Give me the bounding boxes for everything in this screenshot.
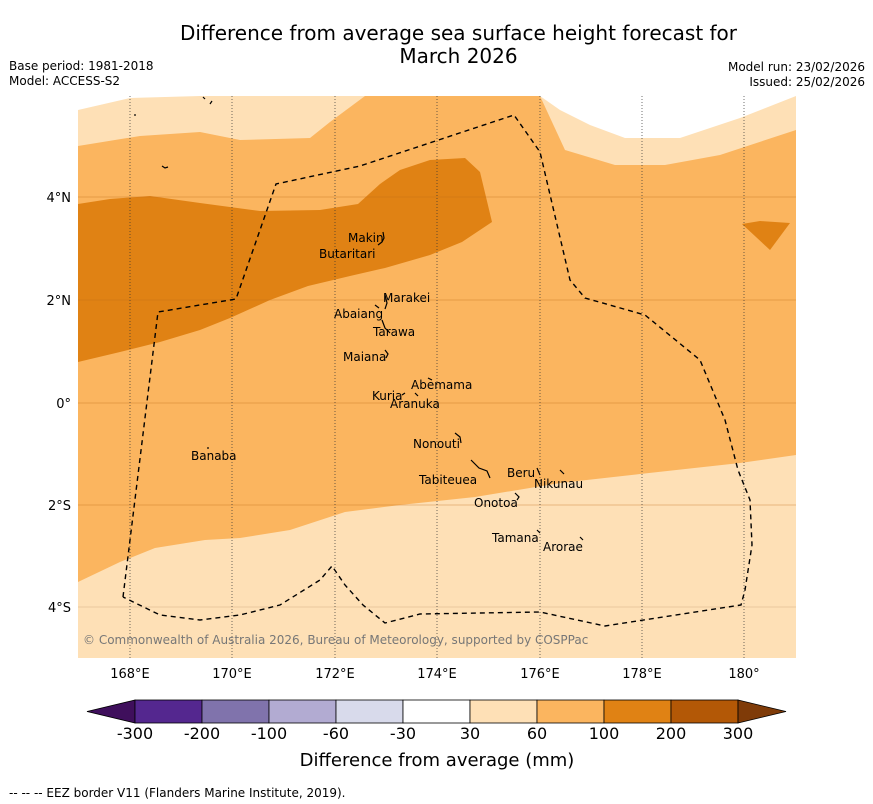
place-label-banaba: Banaba [191,449,237,463]
title-line-1: Difference from average sea surface heig… [179,21,738,45]
contour-100-200-east [742,221,790,250]
issued-date: Issued: 25/02/2026 [749,75,865,89]
lat-label-2s: 2°S [48,499,71,514]
copyright-text: © Commonwealth of Australia 2026, Bureau… [83,633,588,647]
place-label-aranuka: Aranuka [390,397,440,411]
cb-tick-2: -100 [250,724,288,743]
place-label-kuria: Kuria [372,389,403,403]
place-label-abaiang: Abaiang [334,307,383,321]
cb-tick-7: 100 [588,724,620,743]
colorbar-segment [201,699,270,724]
place-label-butaritari: Butaritari [319,247,376,261]
cb-tick-6: 60 [526,724,548,743]
contour-100-200 [78,158,492,362]
colorbar-title: Difference from average (mm) [299,750,575,771]
lat-label-2n: 2°N [47,294,72,309]
title-line-2: March 2026 [399,44,518,68]
place-label-makin: Makin [348,231,384,245]
cb-tick-4: -30 [389,724,417,743]
cb-tick-0: -300 [116,724,154,743]
colorbar-segment [469,699,538,724]
meta-left: Base period: 1981-2018 Model: ACCESS-S2 [9,59,154,89]
colorbar-segment [134,699,203,724]
lon-label-172e: 172°E [315,667,355,682]
place-labels: Makin Butaritari Marakei Abaiang Tarawa … [191,231,583,554]
colorbar-segment [402,699,471,724]
model-name: Model: ACCESS-S2 [9,74,121,88]
place-label-abemama: Abemama [411,378,472,392]
colorbar-arrow-max [737,699,787,724]
colorbar-arrow-min [86,699,136,724]
place-label-arorae: Arorae [543,540,583,554]
cb-tick-9: 300 [722,724,754,743]
place-label-tabiteuea: Tabiteuea [418,473,477,487]
place-label-tarawa: Tarawa [372,325,415,339]
lon-label-174e: 174°E [417,667,457,682]
map-title: Difference from average sea surface heig… [0,22,873,68]
place-label-onotoa: Onotoa [474,496,518,510]
colorbar-segment [335,699,404,724]
lon-label-170e: 170°E [212,667,252,682]
colorbar [86,699,787,724]
cb-tick-1: -200 [183,724,221,743]
colorbar-segment [670,699,739,724]
lat-label-0: 0° [56,397,71,412]
colorbar-segment [536,699,605,724]
base-period: Base period: 1981-2018 [9,59,154,73]
place-label-nikunau: Nikunau [534,477,583,491]
cb-tick-3: -60 [322,724,350,743]
cb-tick-5: 30 [459,724,481,743]
colorbar-segment [268,699,337,724]
grid [78,96,796,658]
lon-axis: 168°E 170°E 172°E 174°E 176°E 178°E 180° [110,667,759,682]
place-label-nonouti: Nonouti [413,437,460,451]
place-label-tamana: Tamana [491,531,539,545]
place-label-maiana: Maiana [343,350,386,364]
lon-label-168e: 168°E [110,667,150,682]
place-label-beru: Beru [507,466,535,480]
place-label-marakei: Marakei [383,291,430,305]
lat-axis: 4°N 2°N 0° 2°S 4°S [47,191,72,616]
islands [134,96,584,541]
lon-label-180: 180° [728,667,759,682]
eez-footnote: -- -- -- EEZ border V11 (Flanders Marine… [9,786,346,800]
meta-right: Model run: 23/02/2026 Issued: 25/02/2026 [728,60,865,90]
cb-tick-8: 200 [655,724,687,743]
map-area [78,96,796,658]
lon-label-178e: 178°E [622,667,662,682]
lat-label-4n: 4°N [47,191,72,206]
model-run: Model run: 23/02/2026 [727,60,865,74]
colorbar-segment [603,699,672,724]
lat-label-4s: 4°S [48,601,71,616]
lon-label-176e: 176°E [520,667,560,682]
